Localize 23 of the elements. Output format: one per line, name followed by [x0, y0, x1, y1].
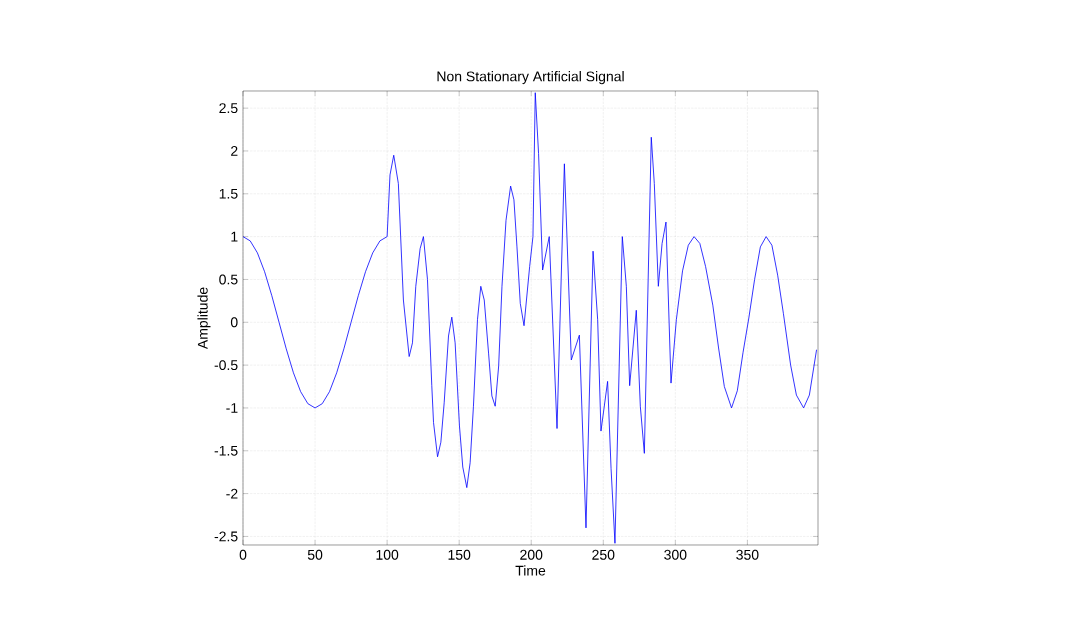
line-series [243, 92, 817, 544]
x-tick-label: 350 [736, 549, 759, 560]
y-tick-label: 1.5 [219, 188, 238, 199]
x-tick-label: 50 [307, 549, 323, 560]
y-tick-label: -0.5 [214, 360, 238, 371]
x-tick-label: 150 [448, 549, 471, 560]
y-axis-title: Amplitude [197, 287, 211, 350]
y-tick-label: -1 [226, 403, 238, 413]
x-tick-label: 200 [520, 549, 543, 560]
y-tick-label: -2 [226, 488, 238, 499]
y-tick-label: 2 [231, 146, 238, 156]
y-tick-label: 1 [231, 231, 238, 242]
x-axis-title: Time [515, 565, 546, 576]
y-tick-label: 2.5 [219, 103, 238, 114]
x-tick-label: 300 [664, 549, 687, 560]
y-tick-label: 0 [230, 317, 238, 328]
x-tick-label: 100 [376, 549, 399, 560]
y-tick-label: -1.5 [214, 445, 238, 456]
x-tick-label: 250 [592, 549, 615, 560]
x-tick-label: 0 [239, 549, 247, 560]
y-tick-label: 0.5 [219, 274, 238, 285]
chart-title: Non Stationary Artificial Signal [437, 71, 624, 85]
y-tick-label: -2.5 [214, 531, 238, 542]
